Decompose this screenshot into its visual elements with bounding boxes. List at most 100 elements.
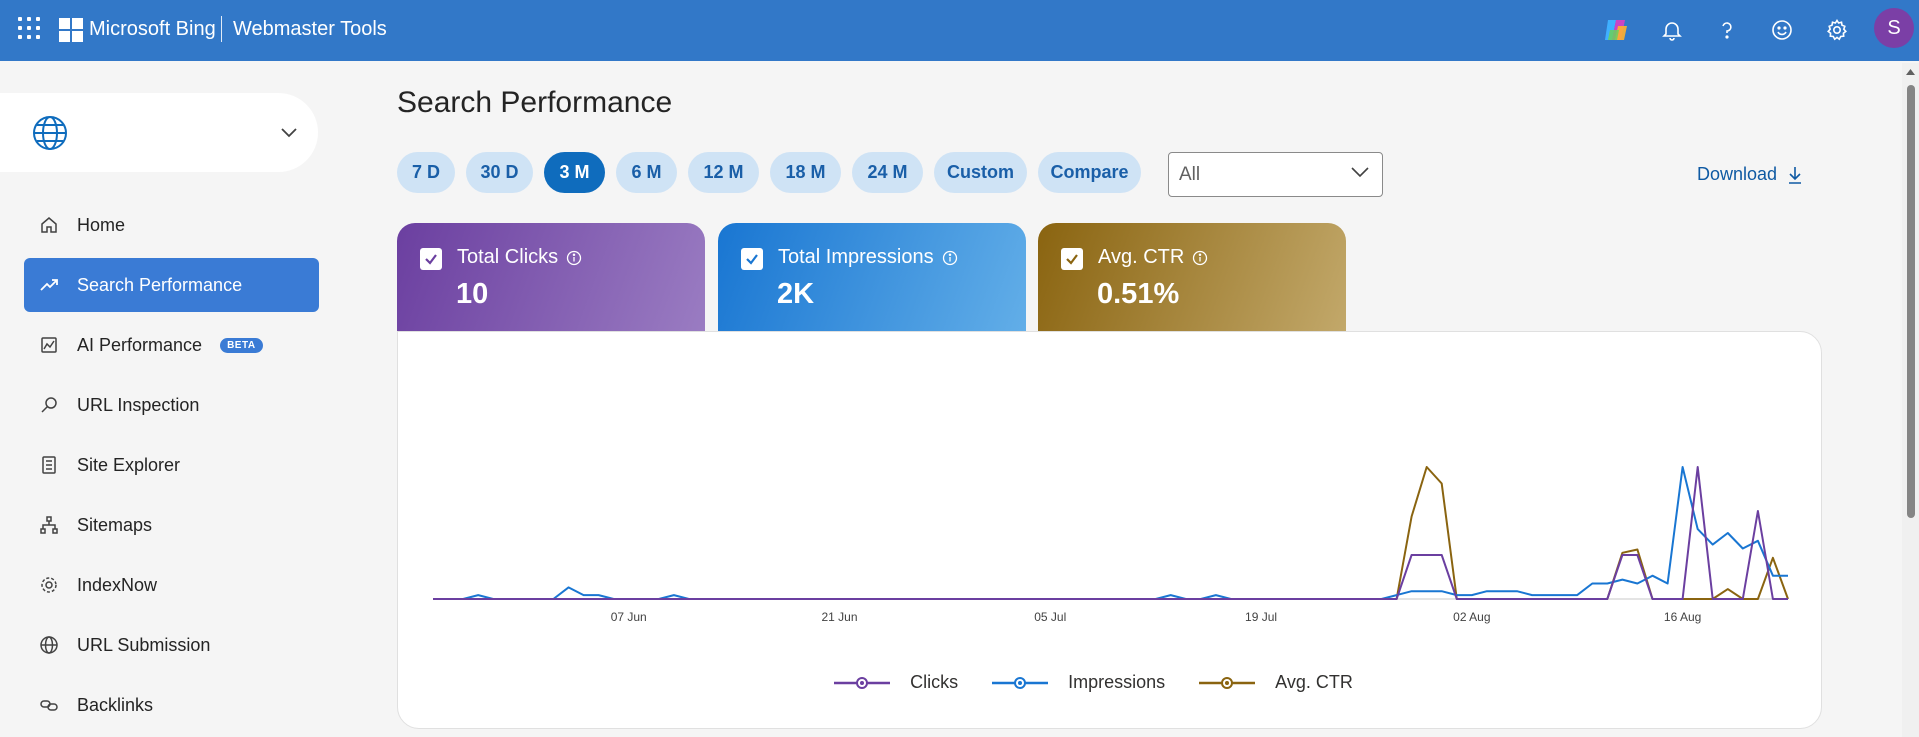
sidebar-item-site-explorer[interactable]: Site Explorer [24,438,319,492]
product-name[interactable]: Webmaster Tools [233,18,387,40]
link-icon [38,694,60,716]
range-custom-button[interactable]: Custom [934,152,1027,193]
sidebar-item-indexnow[interactable]: IndexNow [24,558,319,612]
chart-legend: Clicks Impressions Avg. CTR [398,672,1823,693]
metric-label: Total Clicks [457,246,582,269]
legend-label: Avg. CTR [1275,672,1353,692]
chevron-down-icon [1350,163,1370,185]
metric-value: 10 [456,278,489,310]
metric-card-clicks[interactable]: Total Clicks 10 [397,223,705,331]
document-list-icon [38,454,60,476]
legend-label: Clicks [910,672,959,692]
search-icon [38,394,60,416]
series-line-avg-ctr[interactable] [433,466,1789,600]
beta-badge: BETA [220,337,263,353]
legend-label: Impressions [1068,672,1166,692]
checkbox-impressions[interactable] [741,248,763,270]
range-3m-button[interactable]: 3 M [544,152,605,193]
sidebar-item-search-performance[interactable]: Search Performance [24,258,319,312]
trend-icon [38,274,60,296]
checkbox-clicks[interactable] [420,248,442,270]
top-bar: Microsoft Bing Webmaster Tools S [0,0,1919,61]
brand-divider [221,16,222,42]
sidebar-item-label: Search Performance [77,274,243,295]
sitemap-icon [38,514,60,536]
metric-value: 2K [777,278,815,310]
x-tick-label: 21 Jun [821,610,857,624]
x-tick-label: 16 Aug [1664,610,1701,624]
brand-name[interactable]: Microsoft Bing [89,18,216,40]
scroll-thumb[interactable] [1907,85,1915,518]
range-18m-button[interactable]: 18 M [770,152,841,193]
x-tick-label: 19 Jul [1245,610,1277,624]
sidebar-item-sitemaps[interactable]: Sitemaps [24,498,319,552]
info-icon[interactable] [942,250,958,266]
avatar-initial: S [1887,16,1901,39]
metric-label: Total Impressions [778,246,958,269]
sidebar-item-url-inspection[interactable]: URL Inspection [24,378,319,432]
sidebar-item-backlinks[interactable]: Backlinks [24,678,319,732]
info-icon[interactable] [1192,250,1208,266]
gear-icon [38,574,60,596]
performance-chart: 07 Jun 21 Jun 05 Jul 19 Jul 02 Aug 16 Aug Cli… [397,331,1822,729]
sidebar-item-label: AI Performance [77,334,203,355]
range-6m-button[interactable]: 6 M [616,152,677,193]
checkbox-ctr[interactable] [1061,248,1083,270]
microsoft-logo-icon [59,18,83,42]
chevron-down-icon[interactable] [280,125,298,143]
page-title: Search Performance [397,86,673,119]
legend-item-clicks[interactable]: Clicks [834,672,958,693]
download-button[interactable]: Download [1697,164,1803,185]
range-24m-button[interactable]: 24 M [852,152,923,193]
compare-button[interactable]: Compare [1038,152,1141,193]
range-12m-button[interactable]: 12 M [688,152,759,193]
sidebar-nav: Home Search Performance AI Performance B… [24,198,319,737]
sidebar-item-url-submission[interactable]: URL Submission [24,618,319,672]
globe-icon [32,115,68,156]
user-avatar[interactable]: S [1874,8,1914,48]
app-launcher-icon[interactable] [18,17,40,39]
sidebar-item-label: Backlinks [77,694,154,715]
sidebar-item-ai-performance[interactable]: AI Performance BETA [24,318,319,372]
chart-plot-area: 07 Jun 21 Jun 05 Jul 19 Jul 02 Aug 16 Aug [433,466,1789,624]
sidebar-item-label: URL Inspection [77,394,200,415]
sidebar-item-label: Site Explorer [77,454,181,475]
sidebar-item-home[interactable]: Home [24,198,319,252]
scroll-up-icon[interactable] [1906,68,1915,75]
home-icon [38,214,60,236]
x-tick-label: 07 Jun [611,610,647,624]
download-label: Download [1697,164,1778,184]
legend-item-ctr[interactable]: Avg. CTR [1199,672,1353,693]
metric-label: Avg. CTR [1098,246,1208,269]
gear-icon[interactable] [1821,14,1853,46]
metric-card-impressions[interactable]: Total Impressions 2K [718,223,1026,331]
bell-icon[interactable] [1656,14,1688,46]
legend-marker-clicks [834,676,891,689]
range-7d-button[interactable]: 7 D [397,152,455,193]
sidebar-item-label: IndexNow [77,574,158,595]
page-scrollbar[interactable] [1902,63,1919,737]
ai-chart-icon [38,334,60,356]
metric-card-ctr[interactable]: Avg. CTR 0.51% [1038,223,1346,331]
series-line-impressions[interactable] [433,466,1788,600]
filter-dropdown[interactable]: All [1168,152,1383,197]
site-selector[interactable] [0,93,318,172]
globe-icon [38,634,60,656]
legend-item-impressions[interactable]: Impressions [992,672,1165,693]
sidebar-item-label: Sitemaps [77,514,153,535]
sidebar-item-label: URL Submission [77,634,211,655]
metric-label-text: Total Clicks [457,246,559,268]
filter-value: All [1179,163,1201,185]
info-icon[interactable] [566,250,582,266]
x-tick-label: 05 Jul [1034,610,1066,624]
help-icon[interactable] [1711,14,1743,46]
metric-value: 0.51% [1097,278,1180,310]
legend-marker-ctr [1199,676,1256,689]
range-30d-button[interactable]: 30 D [466,152,533,193]
legend-marker-impressions [992,676,1049,689]
series-line-clicks[interactable] [433,466,1788,600]
copilot-icon[interactable] [1600,14,1632,46]
smiley-icon[interactable] [1766,14,1798,46]
metric-label-text: Avg. CTR [1098,246,1185,268]
metric-label-text: Total Impressions [778,246,934,268]
